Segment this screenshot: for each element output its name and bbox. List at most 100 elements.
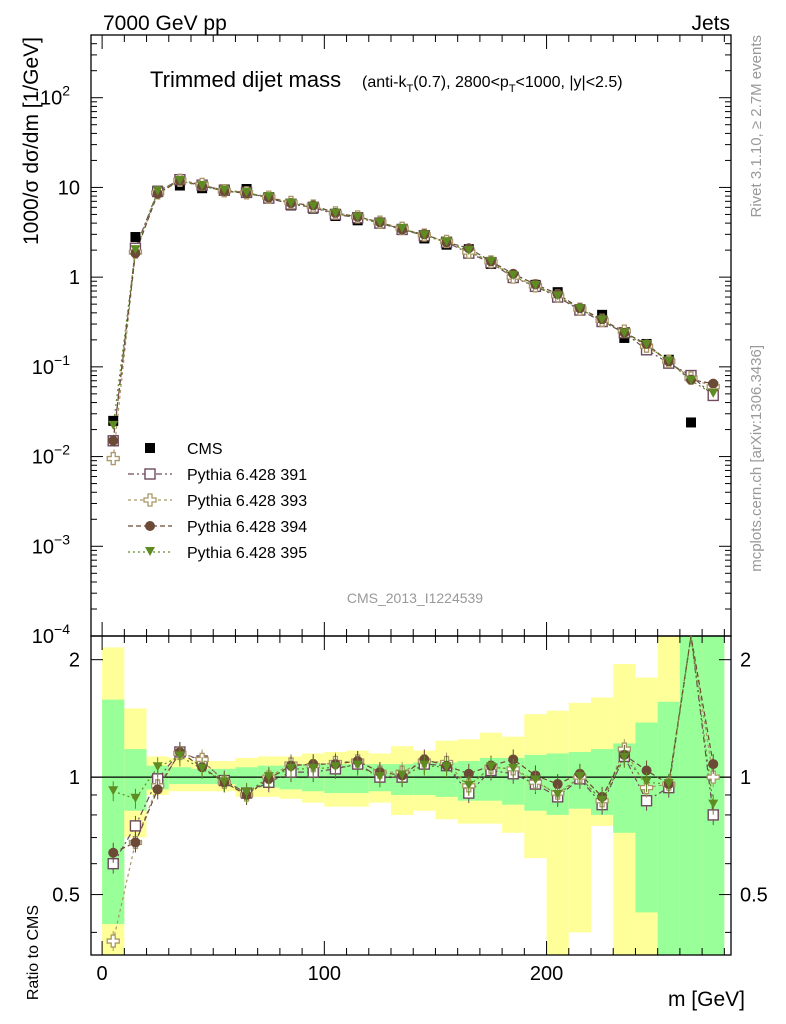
ratio-point-s3 bbox=[552, 789, 563, 799]
ratio-point-s3-shape bbox=[574, 772, 585, 782]
ratio-plot-frame bbox=[90, 635, 732, 956]
data-point-s4-shape bbox=[641, 340, 652, 350]
data-point-s3-shape bbox=[708, 378, 719, 389]
ratio-point-s3 bbox=[330, 762, 341, 772]
data-point-s4-shape bbox=[174, 175, 185, 185]
band-inner bbox=[413, 762, 436, 795]
ratio-point-s3 bbox=[286, 763, 296, 773]
ratio-point-s2 bbox=[152, 784, 163, 795]
legend-marker-shape bbox=[145, 547, 155, 556]
data-point-s4 bbox=[352, 212, 363, 222]
y-tick-label-exponent: −4 bbox=[54, 621, 70, 637]
data-point-s0-shape bbox=[686, 417, 696, 428]
analysis-id: CMS_2013_I1224539 bbox=[347, 590, 483, 606]
y-tick-label: 10−1 bbox=[32, 352, 70, 379]
ratio-tick-label-right: 2 bbox=[740, 650, 751, 672]
y-tick-label-exponent: −2 bbox=[54, 442, 70, 458]
data-point-s3 bbox=[108, 435, 119, 446]
ratio-point-s3-shape bbox=[197, 763, 208, 773]
ratio-point-s1 bbox=[106, 934, 120, 948]
ratio-point-s3 bbox=[152, 762, 163, 772]
rivet-label: Rivet 3.1.10, ≥ 2.7M events bbox=[748, 35, 765, 218]
ratio-point-s2 bbox=[463, 768, 474, 779]
data-point-s4-shape bbox=[263, 192, 274, 202]
data-point-s4 bbox=[197, 181, 208, 191]
legend-label: Pythia 6.428 395 bbox=[187, 545, 307, 562]
data-point-s3-shape bbox=[108, 435, 119, 446]
band-outer bbox=[546, 710, 569, 955]
data-point-s4 bbox=[419, 230, 430, 240]
ratio-point-s3 bbox=[308, 763, 319, 773]
ratio-point-s3-shape bbox=[108, 786, 119, 796]
band-outer bbox=[568, 702, 591, 933]
ratio-y-axis-label: Ratio to CMS bbox=[25, 905, 42, 1000]
band-inner bbox=[635, 722, 658, 913]
ratio-point-s3-shape bbox=[619, 752, 630, 762]
ratio-point-s3-shape bbox=[330, 762, 341, 772]
data-point-s4-shape bbox=[486, 256, 496, 266]
ratio-point-s1 bbox=[706, 770, 720, 784]
data-point-s4-shape bbox=[441, 237, 452, 247]
legend-marker-shape bbox=[143, 493, 157, 507]
data-point-s4-shape bbox=[463, 246, 474, 256]
band-inner bbox=[657, 701, 680, 955]
axes: 10−4 10−3 10−2 10−1 1 10 102 0 100 200 0.5 0.5 1 1 2 2 bbox=[32, 34, 768, 985]
ratio-point-s3-shape bbox=[441, 762, 452, 772]
ratio-point-s2 bbox=[108, 847, 119, 858]
data-point-s0 bbox=[130, 232, 141, 243]
series-line-4 bbox=[112, 180, 714, 426]
ratio-point-s3 bbox=[352, 760, 363, 770]
data-point-s4 bbox=[174, 175, 185, 185]
y-tick-label: 1 bbox=[69, 267, 80, 289]
ratio-point-s3-shape bbox=[174, 751, 185, 761]
band-inner bbox=[168, 767, 191, 785]
series-line-1 bbox=[112, 179, 714, 441]
data-point-s4-shape bbox=[508, 270, 519, 280]
y-tick-label-exponent: −1 bbox=[54, 352, 70, 368]
ratio-point-s3-shape bbox=[508, 763, 519, 773]
ratio-point-s3-shape bbox=[286, 763, 296, 773]
chart-title: Trimmed dijet mass bbox=[150, 67, 341, 92]
data-point-s0 bbox=[686, 417, 696, 428]
data-point-s4-shape bbox=[241, 187, 252, 197]
ratio-point-s3 bbox=[419, 760, 430, 770]
data-point-s4-shape bbox=[330, 208, 341, 218]
ratio-point-s3-shape bbox=[374, 772, 385, 782]
legend-marker-shape bbox=[144, 468, 156, 480]
data-point-s4 bbox=[574, 304, 585, 314]
ratio-point-s3-shape bbox=[552, 789, 563, 799]
legend-marker-shape bbox=[145, 521, 155, 531]
data-point-s4 bbox=[641, 340, 652, 350]
ratio-point-s3 bbox=[241, 788, 252, 798]
y-tick-label: 10 bbox=[58, 177, 80, 199]
ratio-point-s2 bbox=[708, 759, 719, 770]
ratio-point-s3-shape bbox=[419, 760, 430, 770]
ratio-point-s3 bbox=[486, 762, 496, 772]
ratio-point-s3-shape bbox=[463, 780, 474, 790]
data-point-s4-shape bbox=[397, 223, 408, 233]
ratio-point-s2-shape bbox=[108, 847, 119, 858]
ratio-point-s2-shape bbox=[552, 779, 563, 790]
ratio-point-s3 bbox=[708, 799, 719, 809]
ratio-point-s2-shape bbox=[463, 768, 474, 779]
legend-marker bbox=[145, 443, 155, 453]
ratio-point-s3 bbox=[574, 772, 585, 782]
uncertainty-bands bbox=[102, 636, 725, 955]
ratio-point-s3-shape bbox=[708, 799, 719, 809]
data-point-s4 bbox=[286, 198, 296, 208]
band-inner bbox=[124, 749, 147, 811]
legend-marker-shape bbox=[145, 443, 155, 453]
data-point-s4-shape bbox=[374, 218, 385, 228]
mcplots-label: mcplots.cern.ch [arXiv:1306.3436] bbox=[748, 345, 765, 572]
chart-title-main: Trimmed dijet mass bbox=[150, 67, 341, 92]
ratio-point-s2-shape bbox=[130, 837, 141, 848]
series-lines bbox=[112, 179, 714, 942]
ratio-point-s3-shape bbox=[308, 763, 319, 773]
band-inner bbox=[102, 699, 125, 925]
chart-title-detail: (anti-kT(0.7), 2800<pT<1000, |y|<2.5) bbox=[362, 74, 623, 95]
data-point-s4-shape bbox=[308, 201, 319, 211]
ratio-tick-label: 0.5 bbox=[52, 885, 80, 907]
ratio-point-s1-shape bbox=[706, 770, 720, 784]
legend-marker bbox=[143, 493, 157, 507]
